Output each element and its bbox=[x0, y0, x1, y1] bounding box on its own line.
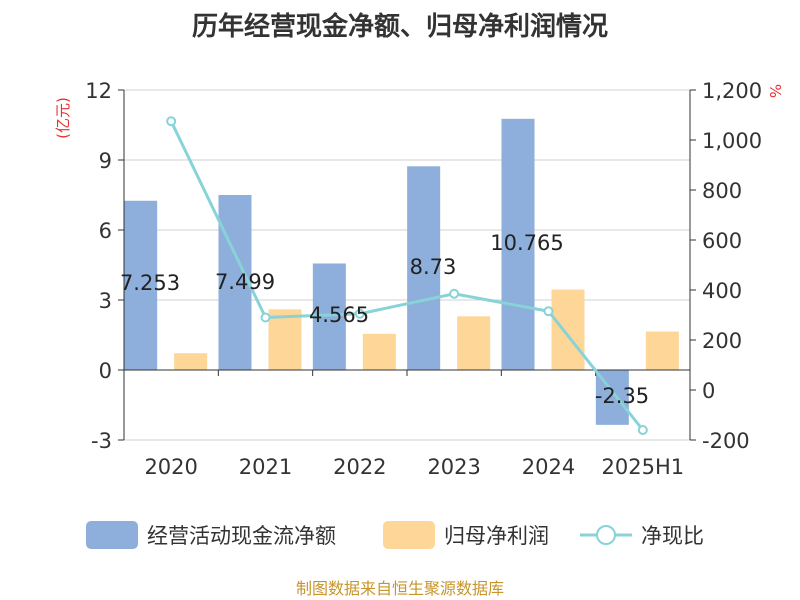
net-profit-bar bbox=[551, 289, 585, 370]
cashflow-data-label: 7.253 bbox=[120, 271, 180, 295]
net-profit-bar bbox=[362, 333, 396, 370]
cashflow-data-label: 7.499 bbox=[215, 270, 275, 294]
cashflow-bar bbox=[124, 200, 158, 370]
right-tick-label: 800 bbox=[702, 179, 742, 203]
category-label: 2023 bbox=[427, 455, 480, 479]
legend-swatch-cashflow bbox=[86, 521, 138, 549]
cashflow-data-label: -2.35 bbox=[595, 384, 649, 408]
ratio-point bbox=[449, 288, 460, 299]
ratio-point bbox=[166, 116, 177, 127]
left-tick-label: 9 bbox=[99, 149, 112, 173]
category-label: 2021 bbox=[239, 455, 292, 479]
net-profit-bar bbox=[174, 353, 208, 370]
ratio-point bbox=[354, 308, 365, 319]
net-profit-bar bbox=[457, 316, 491, 370]
right-tick-label: 1,000 bbox=[702, 129, 762, 153]
left-tick-label: 3 bbox=[99, 289, 112, 313]
right-tick-label: 0 bbox=[702, 379, 715, 403]
category-label: 2025H1 bbox=[602, 455, 685, 479]
right-tick-label: 200 bbox=[702, 329, 742, 353]
legend-marker-ratio bbox=[596, 525, 616, 545]
ratio-line-path bbox=[169, 120, 645, 431]
source-note: 制图数据来自恒生聚源数据库 bbox=[296, 579, 504, 598]
left-tick-label: 6 bbox=[99, 219, 112, 243]
legend-swatch-net-profit bbox=[383, 521, 435, 549]
category-label: 2022 bbox=[333, 455, 386, 479]
cashflow-bar bbox=[501, 118, 535, 370]
cashflow-data-label: 4.565 bbox=[309, 303, 369, 327]
cashflow-data-label: 10.765 bbox=[490, 231, 563, 255]
ratio-line bbox=[166, 116, 648, 435]
axes: 12 9 6 3 0 -3 1,200 1,000 800 600 400 200 0 -200 2020 2… bbox=[85, 79, 762, 479]
legend: 经营活动现金流净额 归母净利润 净现比 bbox=[86, 521, 704, 549]
right-tick-label: 400 bbox=[702, 279, 742, 303]
left-tick-label: -3 bbox=[91, 429, 112, 453]
right-tick-label: 600 bbox=[702, 229, 742, 253]
left-tick-label: 0 bbox=[99, 359, 112, 383]
bars bbox=[124, 118, 679, 425]
cashflow-bar bbox=[407, 166, 441, 370]
right-axis-unit: % bbox=[766, 84, 784, 98]
left-tick-label: 12 bbox=[85, 79, 112, 103]
category-label: 2020 bbox=[144, 455, 197, 479]
legend-label-cashflow: 经营活动现金流净额 bbox=[147, 524, 336, 548]
category-label: 2024 bbox=[522, 455, 575, 479]
cashflow-data-label: 8.73 bbox=[410, 255, 457, 279]
left-axis-unit: (亿元) bbox=[54, 97, 72, 139]
ratio-point bbox=[543, 306, 554, 317]
right-tick-label: -200 bbox=[702, 429, 750, 453]
right-tick-label: 1,200 bbox=[702, 79, 762, 103]
net-profit-bar bbox=[645, 331, 679, 370]
cashflow-bar bbox=[218, 195, 252, 370]
chart-title: 历年经营现金净额、归母净利润情况 bbox=[192, 11, 608, 42]
ratio-point bbox=[637, 425, 648, 435]
legend-label-net-profit: 归母净利润 bbox=[444, 524, 549, 548]
ratio-point bbox=[260, 312, 271, 323]
legend-label-ratio: 净现比 bbox=[641, 524, 704, 548]
net-profit-bar bbox=[268, 309, 302, 370]
data-labels: 7.253 7.499 4.565 8.73 10.765 -2.35 bbox=[120, 231, 649, 408]
